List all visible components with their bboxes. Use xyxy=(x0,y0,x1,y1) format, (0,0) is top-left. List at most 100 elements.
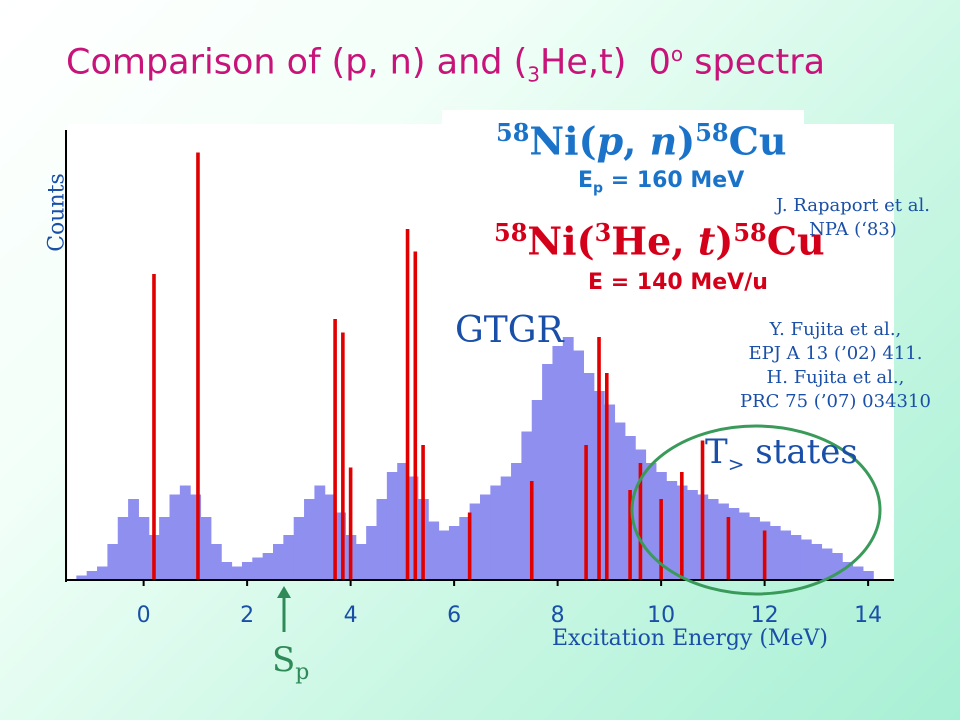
pn-bin xyxy=(573,350,584,580)
sp-arrowhead xyxy=(277,586,291,598)
pn-bin xyxy=(128,499,139,580)
he3t-peak xyxy=(152,274,156,580)
x-tick-label: 2 xyxy=(240,603,254,628)
pn-bin xyxy=(831,553,843,580)
pn-bin xyxy=(386,472,398,580)
pn-bin xyxy=(842,562,854,580)
pn-bin xyxy=(583,373,595,580)
he3t-peak xyxy=(348,467,353,580)
pn-bin xyxy=(852,566,864,580)
pn-bin xyxy=(862,571,874,580)
pn-bin xyxy=(314,485,326,580)
t-states-ellipse xyxy=(630,424,882,596)
he3t-peak xyxy=(333,319,337,580)
he3t-peak xyxy=(762,530,767,580)
pn-bin xyxy=(780,530,791,580)
x-tick-label: 10 xyxy=(647,603,675,628)
he3t-peak xyxy=(638,463,643,580)
he3t-peak xyxy=(467,512,472,580)
x-tick-label: 0 xyxy=(137,603,151,628)
pn-bin xyxy=(107,544,119,580)
pn-bin xyxy=(738,512,750,580)
pn-bin xyxy=(262,553,274,580)
he3t-peak xyxy=(413,251,418,580)
pn-energy-label: Ep = 160 MeV xyxy=(578,168,745,197)
pn-bin xyxy=(407,476,419,580)
x-tick-label: 8 xyxy=(551,603,565,628)
pn-bin xyxy=(200,517,212,580)
pn-bin xyxy=(562,337,574,580)
pn-bin xyxy=(438,530,450,580)
pn-bin xyxy=(521,431,533,580)
reference-fujita: Y. Fujita et al., EPJ A 13 (’02) 411. H.… xyxy=(740,318,931,414)
pn-bin xyxy=(531,400,543,580)
pn-bin xyxy=(76,575,88,580)
x-tick-label: 12 xyxy=(751,603,779,628)
he3t-peak xyxy=(680,472,684,580)
pn-bin xyxy=(252,557,264,580)
t-states-label: T> states xyxy=(705,432,858,476)
x-tick-label: 4 xyxy=(344,603,358,628)
pn-bin xyxy=(138,517,150,580)
pn-bin xyxy=(283,535,295,580)
pn-reaction-label: 58Ni(p, n)58Cu xyxy=(496,118,787,164)
he3t-peak xyxy=(529,481,534,580)
pn-bin xyxy=(666,481,678,580)
legend-box xyxy=(442,110,804,300)
x-axis-label: Excitation Energy (MeV) xyxy=(552,626,828,651)
pn-bin xyxy=(490,485,502,580)
y-axis-label: Counts xyxy=(44,173,70,252)
ref-line: NPA (‘83) xyxy=(809,219,897,240)
pn-bin xyxy=(397,463,409,580)
he3t-peak xyxy=(628,490,632,580)
pn-bin xyxy=(821,548,833,580)
pn-bin xyxy=(459,517,471,580)
pn-bin xyxy=(159,517,170,580)
pn-bin xyxy=(811,544,823,580)
pn-bin xyxy=(293,517,305,580)
pn-bin xyxy=(480,494,491,580)
pn-bin xyxy=(614,422,626,580)
pn-bin xyxy=(97,566,108,580)
pn-bin xyxy=(552,346,564,580)
pn-bin xyxy=(335,512,346,580)
he3t-peak xyxy=(421,445,425,580)
he3t-peak xyxy=(341,332,345,580)
he3t-peak xyxy=(584,445,588,580)
ref-line: J. Rapaport et al. xyxy=(776,195,930,216)
pn-bin xyxy=(241,562,253,580)
reference-rapaport: J. Rapaport et al. NPA (‘83) xyxy=(776,194,930,242)
pn-bin xyxy=(376,499,388,580)
x-tick-label: 6 xyxy=(447,603,461,628)
pn-bin xyxy=(707,499,719,580)
pn-bin xyxy=(304,499,315,580)
pn-bin xyxy=(210,544,222,580)
pn-bin xyxy=(190,494,202,580)
pn-bin xyxy=(645,463,657,580)
sp-label: Sp xyxy=(272,640,310,685)
pn-bin xyxy=(324,494,336,580)
he3t-peak xyxy=(604,373,609,580)
ref-line: PRC 75 (’07) 034310 xyxy=(740,391,931,412)
pn-bin xyxy=(273,544,284,580)
pn-bin xyxy=(749,517,760,580)
page-title: Comparison of (p, n) and (3He,t) 0o spec… xyxy=(66,42,826,87)
he3t-peak xyxy=(196,152,200,580)
he3t-peak xyxy=(405,229,410,580)
ref-line: H. Fujita et al., xyxy=(766,367,905,388)
pn-bin xyxy=(117,517,129,580)
pn-bin xyxy=(355,544,367,580)
ref-line: EPJ A 13 (’02) 411. xyxy=(748,343,923,364)
he3t-peak xyxy=(726,517,731,580)
he3t-peak xyxy=(659,499,663,580)
he3t-energy-label: E = 140 MeV/u xyxy=(588,270,768,295)
he3t-reaction-label: 58Ni(3He, t)58Cu xyxy=(494,218,825,264)
pn-bin xyxy=(769,526,781,580)
pn-bin xyxy=(728,508,740,580)
x-ticks: 0 2 4 6 8 10 12 14 xyxy=(137,580,882,628)
pn-bin xyxy=(86,571,98,580)
pn-bin xyxy=(604,404,616,580)
he3t-peak xyxy=(700,440,705,580)
pn-bin xyxy=(179,485,191,580)
pn-bin xyxy=(231,566,243,580)
